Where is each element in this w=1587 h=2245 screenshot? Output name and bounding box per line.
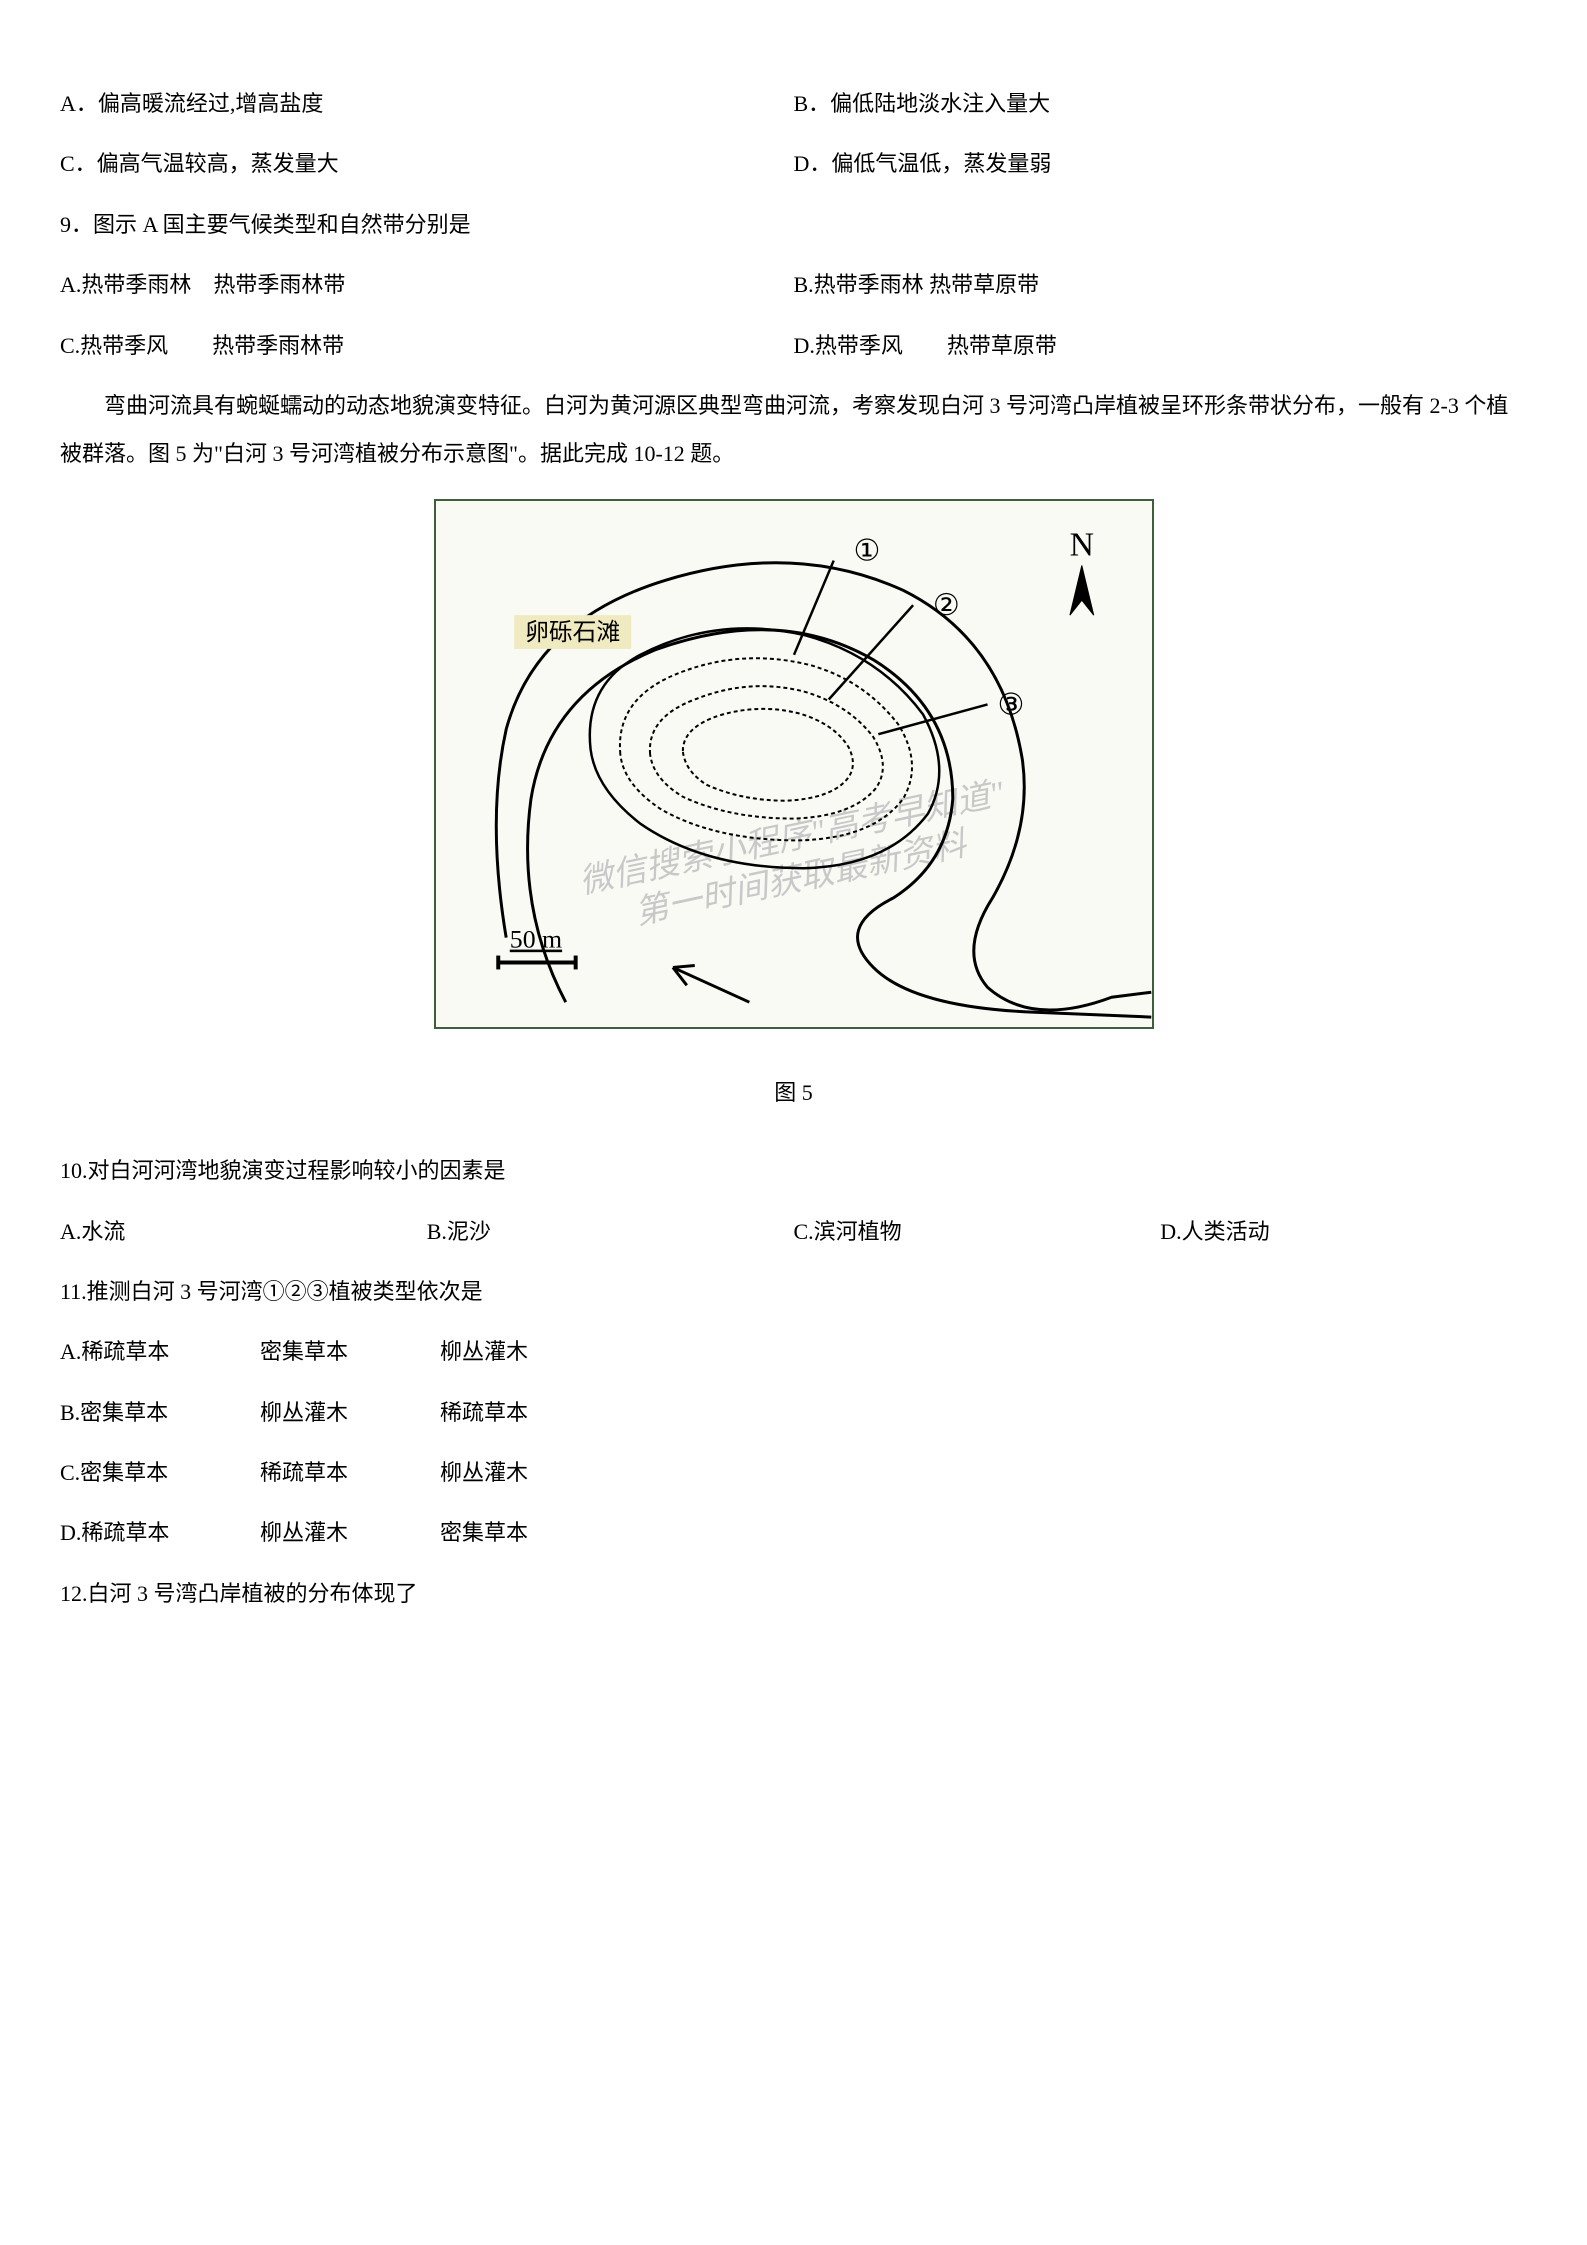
question-11-stem: 11.推测白河 3 号河湾①②③植被类型依次是 — [60, 1268, 1527, 1316]
q11-b-1: B.密集草本 — [60, 1389, 260, 1437]
q9-option-c: C.热带季风 热带季雨林带 — [60, 322, 794, 370]
question-9-stem: 9．图示 A 国主要气候类型和自然带分别是 — [60, 201, 1527, 249]
q9-options-row-ab: A.热带季雨林 热带季雨林带 B.热带季雨林 热带草原带 — [60, 261, 1527, 309]
question-12-stem: 12.白河 3 号湾凸岸植被的分布体现了 — [60, 1570, 1527, 1618]
q9-options-row-cd: C.热带季风 热带季雨林带 D.热带季风 热带草原带 — [60, 322, 1527, 370]
q9-option-a: A.热带季雨林 热带季雨林带 — [60, 261, 794, 309]
option-b: B．偏低陆地淡水注入量大 — [794, 80, 1528, 128]
veg-band-3 — [682, 709, 852, 801]
q11-option-b-row: B.密集草本 柳丛灌木 稀疏草本 — [60, 1389, 1527, 1437]
q11-d-3: 密集草本 — [440, 1509, 620, 1557]
passage-text: 弯曲河流具有蜿蜒蠕动的动态地貌演变特征。白河为黄河源区典型弯曲河流，考察发现白河… — [60, 382, 1527, 479]
callout-1: ① — [853, 534, 880, 567]
north-arrow-icon — [1069, 565, 1093, 615]
scale-label: 50 m — [509, 924, 561, 953]
callout-3: ③ — [997, 688, 1024, 721]
q10-option-c: C.滨河植物 — [794, 1208, 1161, 1256]
question-10-stem: 10.对白河河湾地貌演变过程影响较小的因素是 — [60, 1147, 1527, 1195]
q11-a-3: 柳丛灌木 — [440, 1328, 620, 1376]
q10-option-d: D.人类活动 — [1160, 1208, 1527, 1256]
q11-d-2: 柳丛灌木 — [260, 1509, 440, 1557]
q9-option-b: B.热带季雨林 热带草原带 — [794, 261, 1528, 309]
north-label: N — [1069, 526, 1093, 563]
q10-options: A.水流 B.泥沙 C.滨河植物 D.人类活动 — [60, 1208, 1527, 1256]
figure-caption: 图 5 — [774, 1069, 813, 1117]
q11-option-c-row: C.密集草本 稀疏草本 柳丛灌木 — [60, 1449, 1527, 1497]
q11-a-2: 密集草本 — [260, 1328, 440, 1376]
q11-c-3: 柳丛灌木 — [440, 1449, 620, 1497]
q11-c-2: 稀疏草本 — [260, 1449, 440, 1497]
callout-2: ② — [932, 589, 959, 622]
q11-option-d-row: D.稀疏草本 柳丛灌木 密集草本 — [60, 1509, 1527, 1557]
q10-option-a: A.水流 — [60, 1208, 427, 1256]
q11-b-3: 稀疏草本 — [440, 1389, 620, 1437]
q11-a-1: A.稀疏草本 — [60, 1328, 260, 1376]
options-row-cd: C．偏高气温较高，蒸发量大 D．偏低气温低，蒸发量弱 — [60, 140, 1527, 188]
q11-d-1: D.稀疏草本 — [60, 1509, 260, 1557]
callout-line-2 — [828, 605, 912, 699]
gravel-label: 卵砾石滩 — [525, 619, 620, 646]
figure-container: 微信搜索小程序"高考早知道" 第一时间获取最新资料 卵砾石滩 ① ② ③ N 5… — [60, 499, 1527, 1117]
options-row-ab: A．偏高暖流经过,增高盐度 B．偏低陆地淡水注入量大 — [60, 80, 1527, 128]
q11-b-2: 柳丛灌木 — [260, 1389, 440, 1437]
option-a: A．偏高暖流经过,增高盐度 — [60, 80, 794, 128]
option-c: C．偏高气温较高，蒸发量大 — [60, 140, 794, 188]
q11-option-a-row: A.稀疏草本 密集草本 柳丛灌木 — [60, 1328, 1527, 1376]
flow-arrow-icon — [672, 965, 748, 1002]
q9-option-d: D.热带季风 热带草原带 — [794, 322, 1528, 370]
q10-option-b: B.泥沙 — [427, 1208, 794, 1256]
veg-band-2 — [649, 686, 882, 818]
option-d: D．偏低气温低，蒸发量弱 — [794, 140, 1528, 188]
q11-c-1: C.密集草本 — [60, 1449, 260, 1497]
figure-diagram: 微信搜索小程序"高考早知道" 第一时间获取最新资料 卵砾石滩 ① ② ③ N 5… — [434, 499, 1154, 1029]
